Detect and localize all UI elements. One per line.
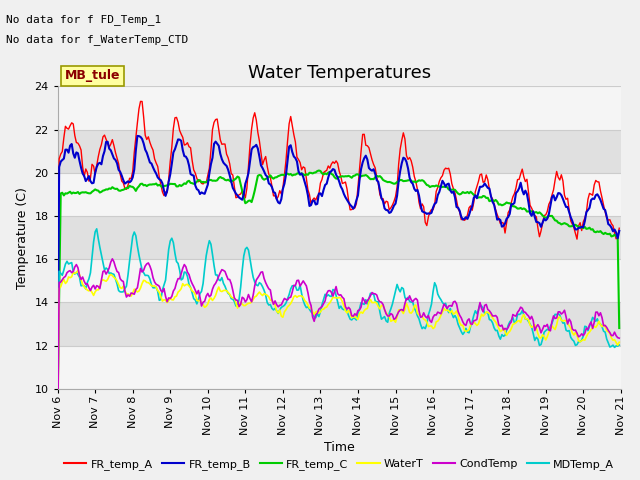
Text: No data for f FD_Temp_1: No data for f FD_Temp_1 bbox=[6, 14, 162, 25]
Text: No data for f_WaterTemp_CTD: No data for f_WaterTemp_CTD bbox=[6, 34, 189, 45]
Bar bbox=[58, 86, 621, 130]
Bar bbox=[58, 216, 621, 259]
Y-axis label: Temperature (C): Temperature (C) bbox=[16, 187, 29, 288]
Bar bbox=[58, 259, 621, 302]
Bar bbox=[58, 346, 621, 389]
Title: Water Temperatures: Water Temperatures bbox=[248, 64, 431, 82]
Legend: FR_temp_A, FR_temp_B, FR_temp_C, WaterT, CondTemp, MDTemp_A: FR_temp_A, FR_temp_B, FR_temp_C, WaterT,… bbox=[60, 455, 619, 474]
Bar bbox=[58, 173, 621, 216]
X-axis label: Time: Time bbox=[324, 441, 355, 454]
Bar bbox=[58, 130, 621, 173]
Text: MB_tule: MB_tule bbox=[65, 70, 120, 83]
Bar bbox=[58, 302, 621, 346]
